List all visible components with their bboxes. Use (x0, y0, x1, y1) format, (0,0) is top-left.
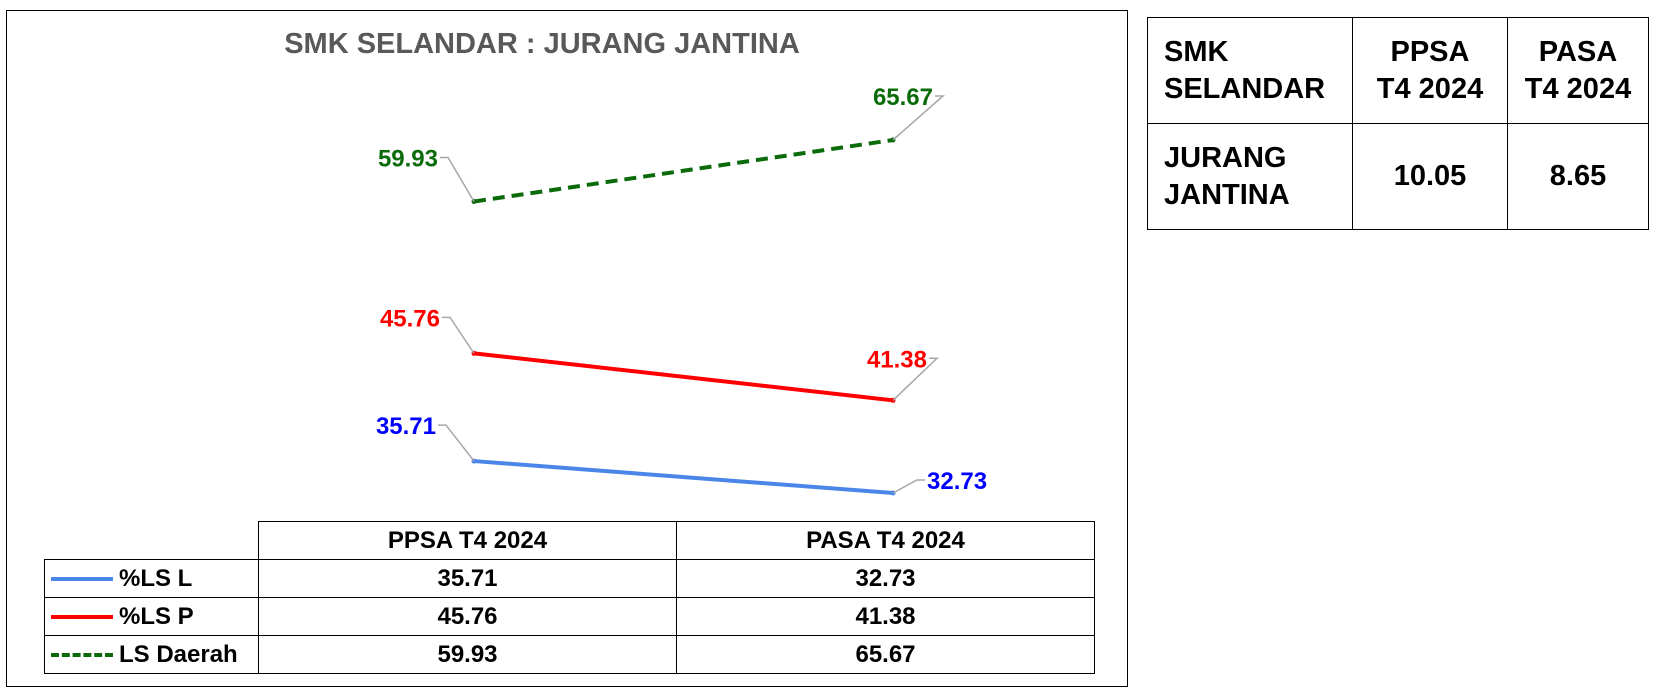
legend-label: LS Daerah (119, 640, 238, 668)
data-table-row: %LS P 45.76 41.38 (44, 597, 1095, 636)
summary-table: SMK SELANDAR PPSA T4 2024 PASA T4 2024 J… (1147, 17, 1649, 230)
data-label-ls-p: 45.76 (380, 305, 440, 332)
label-leader-line (442, 316, 475, 354)
data-table-cell: 45.76 (258, 597, 677, 636)
data-label-ls-daerah: 65.67 (873, 84, 933, 111)
summary-header-cell: PPSA T4 2024 (1352, 17, 1508, 124)
summary-header-row: SMK SELANDAR PPSA T4 2024 PASA T4 2024 (1147, 17, 1649, 124)
summary-text: PASA (1538, 35, 1618, 68)
data-table-corner (44, 521, 259, 560)
summary-text: T4 2024 (1524, 72, 1632, 105)
data-table-row: LS Daerah 59.93 65.67 (44, 635, 1095, 674)
label-leader-line (892, 479, 925, 494)
legend-item-ls-daerah: LS Daerah (44, 635, 259, 674)
data-table-header-cell: PPSA T4 2024 (258, 521, 677, 560)
data-table-cell: 41.38 (676, 597, 1095, 636)
data-label-ls-l: 32.73 (927, 468, 987, 495)
legend-label: %LS P (119, 602, 194, 630)
data-table-header-cell: PASA T4 2024 (676, 521, 1095, 560)
data-label-ls-p: 41.38 (867, 346, 927, 373)
chart-data-table: PPSA T4 2024 PASA T4 2024 %LS L 35.71 32… (44, 521, 1095, 674)
data-table-cell: 35.71 (258, 559, 677, 598)
legend-line-icon (51, 653, 113, 658)
legend-item-ls-l: %LS L (44, 559, 259, 598)
summary-text: SMK (1164, 35, 1229, 68)
label-leader-line (438, 424, 475, 462)
legend-label: %LS L (119, 564, 193, 592)
summary-text: JURANG (1164, 141, 1287, 174)
summary-value-cell: 8.65 (1507, 123, 1649, 230)
legend-line-icon (51, 577, 113, 582)
data-table-row: %LS L 35.71 32.73 (44, 559, 1095, 598)
data-table-cell: 32.73 (676, 559, 1095, 598)
summary-corner-cell: SMK SELANDAR (1147, 17, 1353, 124)
data-table-cell: 59.93 (258, 635, 677, 674)
data-table-cell: 65.67 (676, 635, 1095, 674)
series-line-ls-l (473, 459, 894, 495)
summary-text: T4 2024 (1376, 72, 1484, 105)
summary-text: SELANDAR (1164, 72, 1326, 105)
summary-text: JANTINA (1164, 178, 1290, 211)
summary-text: PPSA (1390, 35, 1470, 68)
series-line-ls-daerah (473, 138, 894, 204)
chart-title: SMK SELANDAR : JURANG JANTINA (284, 28, 800, 60)
summary-value-cell: 10.05 (1352, 123, 1508, 230)
label-leader-line (440, 156, 475, 202)
summary-header-cell: PASA T4 2024 (1507, 17, 1649, 124)
summary-row-label: JURANG JANTINA (1147, 123, 1353, 230)
summary-row: JURANG JANTINA 10.05 8.65 (1147, 123, 1649, 230)
data-table-header-row: PPSA T4 2024 PASA T4 2024 (44, 521, 1095, 560)
label-leader-line (892, 95, 945, 141)
data-label-ls-l: 35.71 (376, 413, 436, 440)
legend-item-ls-p: %LS P (44, 597, 259, 636)
data-label-ls-daerah: 59.93 (378, 146, 438, 173)
legend-line-icon (51, 615, 113, 620)
series-line-ls-p (473, 351, 894, 403)
label-leader-line (892, 357, 939, 401)
